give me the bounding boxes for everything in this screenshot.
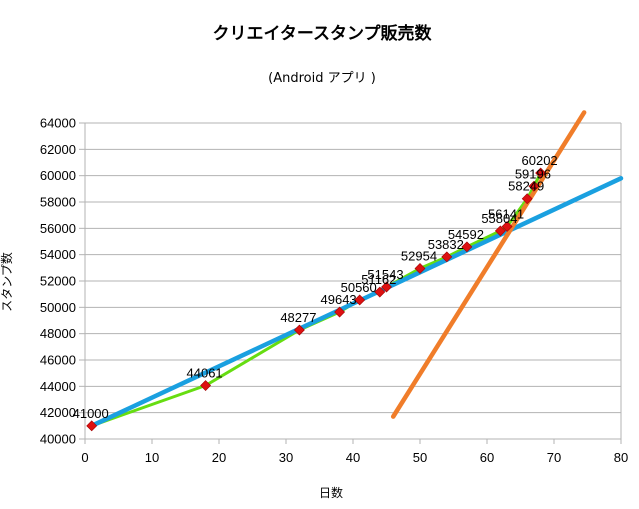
data-point-marker — [494, 225, 506, 237]
data-label: 51162 — [361, 272, 396, 287]
x-tick-label: 10 — [145, 450, 159, 465]
data-label: 49643 — [321, 292, 357, 307]
y-tick-label: 46000 — [40, 353, 76, 368]
y-tick-label: 64000 — [40, 116, 76, 131]
data-point-marker — [414, 263, 426, 274]
y-tick-label: 42000 — [40, 405, 76, 420]
chart-subtitle: (Android アプリ ) — [268, 71, 376, 86]
y-tick-label: 54000 — [40, 247, 76, 262]
y-tick-label: 60000 — [40, 168, 76, 183]
data-point-marker — [441, 251, 453, 263]
y-axis-label: スタンプ数 — [0, 252, 14, 312]
y-tick-label: 52000 — [40, 274, 76, 289]
data-point-marker — [374, 286, 386, 298]
data-label: 60202 — [522, 153, 558, 168]
data-point-marker — [293, 324, 305, 336]
series-line — [91, 172, 542, 428]
data-point-marker — [381, 281, 392, 293]
y-tick-label: 50000 — [40, 300, 76, 315]
x-tick-label: 30 — [279, 450, 293, 465]
x-tick-label: 0 — [81, 450, 88, 465]
y-tick-label: 56000 — [40, 221, 76, 236]
data-point-marker — [521, 193, 533, 205]
data-point-marker — [86, 420, 98, 432]
trend-line — [89, 176, 624, 429]
x-axis-label: 日数 — [319, 485, 343, 500]
y-tick-label: 58000 — [40, 195, 76, 210]
trend-lines — [89, 110, 624, 429]
data-label: 51543 — [367, 267, 403, 282]
x-tick-label: 50 — [413, 450, 427, 465]
y-tick-label: 62000 — [40, 142, 76, 157]
data-point-marker — [334, 306, 346, 318]
axes — [79, 122, 622, 444]
data-point-marker — [461, 241, 473, 253]
x-tick-label: 60 — [480, 450, 494, 465]
y-tick-label: 48000 — [40, 326, 76, 341]
data-label: 41000 — [73, 406, 109, 421]
data-label: 50560 — [341, 280, 377, 295]
data-label: 48277 — [280, 310, 316, 325]
data-markers — [86, 167, 547, 432]
data-label: 54592 — [448, 227, 484, 242]
data-label: 53832 — [428, 237, 464, 252]
data-label: 52954 — [401, 248, 437, 263]
x-tick-label: 40 — [346, 450, 360, 465]
data-label: 55804 — [481, 211, 517, 226]
data-label: 44061 — [187, 366, 223, 381]
y-tick-labels: 40000 42000 44000 46000 48000 50000 52000 54000… — [40, 116, 76, 447]
data-label: 59196 — [515, 166, 551, 181]
y-tick-label: 40000 — [40, 432, 76, 447]
data-point-marker — [535, 167, 547, 179]
data-point-marker — [200, 380, 212, 391]
data-series — [91, 172, 542, 428]
chart-title: クリエイタースタンプ販売数 — [213, 23, 433, 44]
trend-line — [390, 110, 587, 419]
x-tick-label: 70 — [547, 450, 561, 465]
data-point-marker — [528, 180, 540, 192]
data-point-marker — [501, 221, 513, 232]
x-tick-labels: 0 10 20 30 40 50 60 70 80 — [81, 450, 628, 465]
y-tick-label: 44000 — [40, 379, 76, 394]
x-tick-label: 20 — [212, 450, 226, 465]
data-label: 56141 — [488, 206, 524, 221]
data-label: 58249 — [508, 179, 544, 194]
x-tick-label: 80 — [614, 450, 628, 465]
data-point-marker — [354, 294, 366, 306]
